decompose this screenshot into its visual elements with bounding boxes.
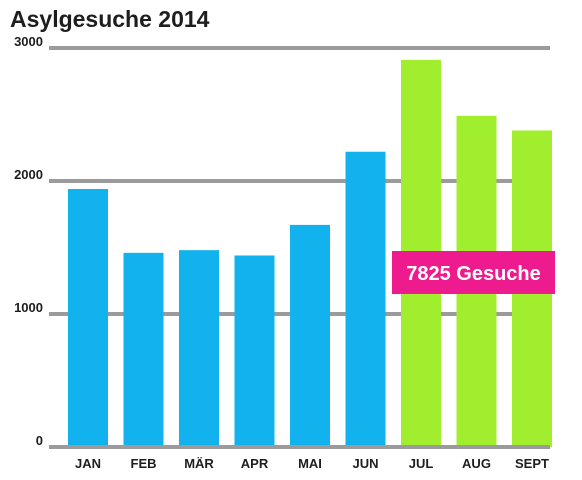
y-axis-ticks: 0 1000 2000 3000 [14, 34, 43, 448]
x-tick-label: FEB [131, 456, 157, 471]
bar-jun [345, 151, 386, 448]
annotation-box [392, 251, 555, 294]
annotation: 7825 Gesuche [392, 251, 555, 294]
x-tick-label: JAN [75, 456, 101, 471]
bar-apr [234, 255, 275, 447]
x-tick-label: APR [241, 456, 269, 471]
bar-jan [68, 188, 108, 448]
bar-mär [179, 250, 219, 447]
x-axis-ticks: JAN FEB MÄR APR MAI JUN JUL AUG SEPT [75, 456, 549, 471]
y-tick-label: 2000 [14, 167, 43, 182]
x-tick-label: MÄR [184, 456, 214, 471]
bar-mai [290, 224, 330, 447]
x-tick-label: SEPT [515, 456, 549, 471]
y-tick-label: 1000 [14, 300, 43, 315]
annotation-label: 7825 Gesuche [406, 263, 541, 285]
chart-title: Asylgesuche 2014 [10, 6, 210, 32]
y-tick-label: 3000 [14, 34, 43, 49]
x-tick-label: MAI [298, 456, 322, 471]
bar-feb [123, 252, 164, 447]
x-tick-label: AUG [462, 456, 491, 471]
x-tick-label: JUL [409, 456, 434, 471]
x-tick-label: JUN [352, 456, 378, 471]
y-tick-label: 0 [36, 433, 43, 448]
